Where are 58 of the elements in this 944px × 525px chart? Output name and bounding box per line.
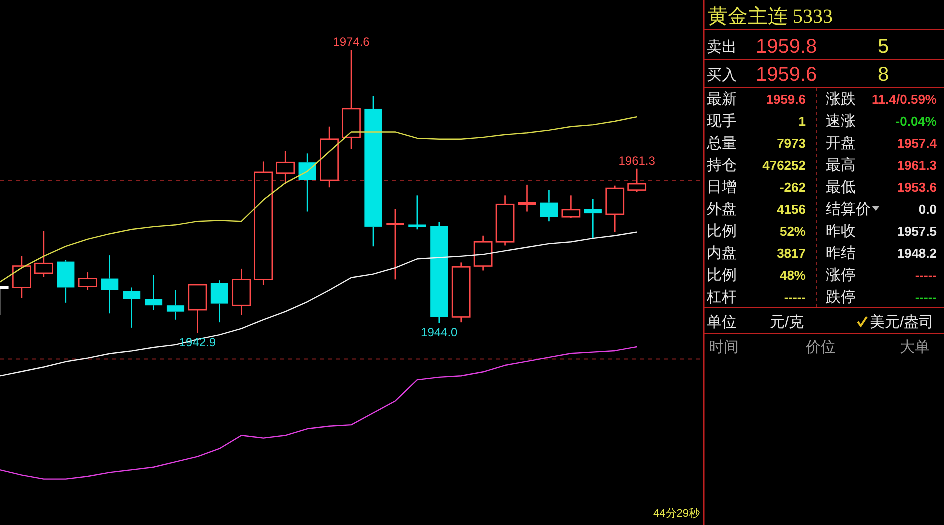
annotation: 1961.3 [618, 154, 656, 168]
text: 3817 [777, 246, 806, 261]
text: 1953.6 [897, 180, 937, 195]
text: 大单 [900, 339, 930, 356]
text: 0.0 [918, 202, 937, 217]
text: ----- [784, 290, 806, 305]
text: 4156 [777, 202, 806, 217]
annotation: 1974.6 [333, 35, 370, 49]
text: 476252 [762, 158, 806, 173]
text: 7973 [777, 136, 806, 151]
text: 现手 [707, 113, 737, 130]
text: 美元/盎司 [870, 314, 934, 331]
text: 单位 [707, 314, 737, 331]
text: 日增 [707, 179, 737, 196]
text: 昨收 [826, 223, 856, 240]
text: 杠杆 [706, 289, 737, 306]
text: 5 [878, 36, 890, 58]
text: 涨跌 [826, 91, 856, 108]
text: 时间 [709, 339, 739, 356]
text: -0.04% [896, 114, 938, 129]
text: 结算价 [826, 201, 871, 218]
text: 跌停 [826, 289, 856, 306]
text: 1959.6 [766, 92, 806, 107]
text: 1948.2 [897, 246, 937, 261]
text: 1959.8 [756, 36, 818, 58]
text: 价位 [805, 339, 836, 356]
text: 最高 [826, 157, 856, 174]
text: 52% [780, 224, 806, 239]
text: 最低 [826, 179, 856, 196]
annotation: 1944.0 [421, 325, 458, 340]
text: -262 [780, 180, 806, 195]
text: 总量 [706, 135, 737, 152]
text: 8 [878, 64, 890, 86]
text: 速涨 [826, 113, 856, 130]
text: 1957.4 [897, 136, 938, 151]
text: 比例 [707, 267, 737, 284]
annotation: 1942.9 [179, 335, 216, 350]
text: 44分29秒 [654, 508, 700, 520]
text: ----- [915, 290, 937, 305]
text: ----- [915, 268, 937, 283]
text: 1 [798, 114, 806, 129]
text: 涨停 [826, 267, 856, 284]
text: 买入 [707, 67, 737, 84]
text: 比例 [707, 223, 737, 240]
text: 11.4/0.59% [872, 92, 938, 107]
text: 外盘 [707, 201, 737, 218]
text: 卖出 [707, 39, 737, 56]
text: 1959.6 [756, 64, 818, 86]
text: 元/克 [770, 314, 804, 331]
text: 1961.3 [897, 158, 937, 173]
text: 1957.5 [897, 224, 937, 239]
text: 开盘 [826, 135, 856, 152]
text: 内盘 [707, 245, 737, 262]
text: 昨结 [826, 245, 856, 262]
text: 持仓 [707, 157, 737, 174]
text: 48% [780, 268, 806, 283]
text: 黄金主连 5333 [708, 5, 833, 28]
text: 最新 [707, 91, 737, 108]
